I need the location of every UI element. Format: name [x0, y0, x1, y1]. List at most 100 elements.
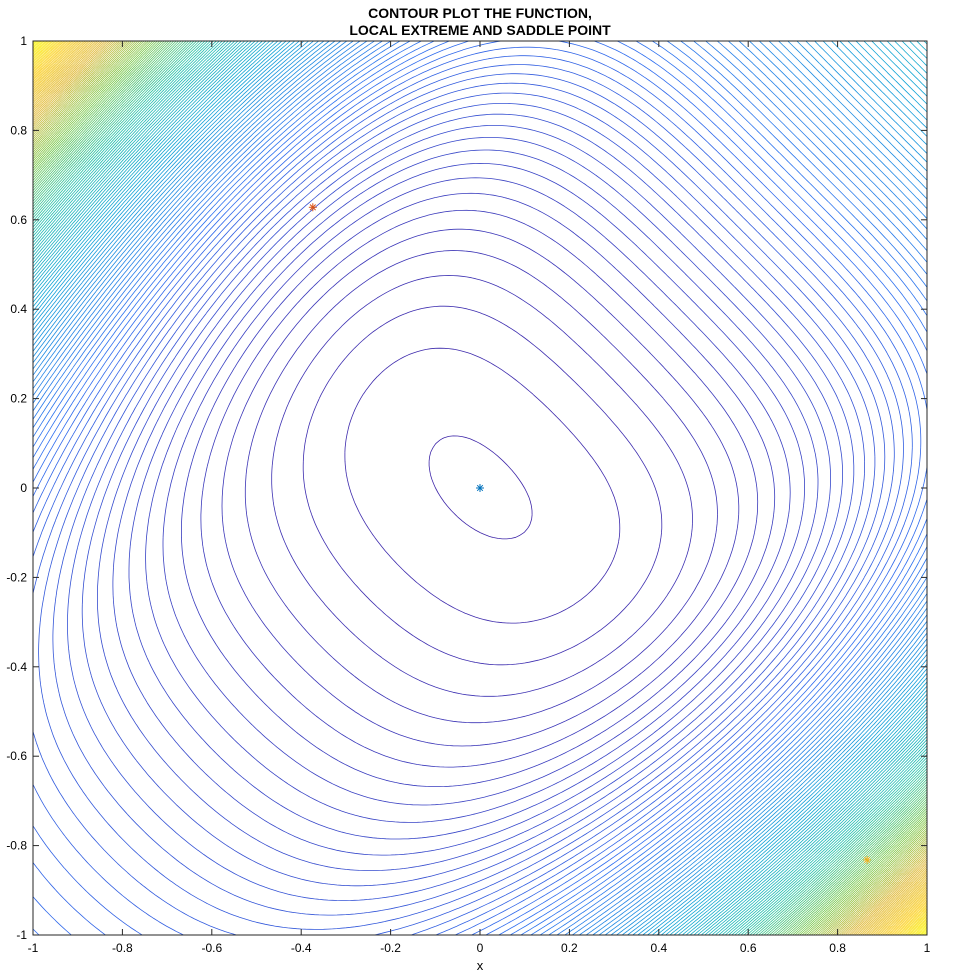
contour-level-34 — [32, 40, 928, 936]
contour-level-78 — [32, 40, 928, 936]
y-axis-ticks: -1 -0.8 -0.6 -0.4 -0.2 0 0.2 0.4 0.6 0.8 1 — [6, 34, 927, 942]
contour-level-3 — [271, 275, 693, 697]
contour-level-127 — [32, 40, 928, 936]
contour-level-9 — [145, 163, 805, 823]
contour-level-133 — [32, 40, 928, 936]
contour-level-104 — [32, 40, 928, 936]
contour-level-6 — [200, 209, 759, 768]
contour-level-122 — [32, 40, 928, 936]
contour-level-105 — [32, 40, 928, 936]
contour-level-116 — [32, 40, 928, 936]
contour-level-62 — [32, 40, 928, 936]
contour-level-16 — [38, 82, 886, 930]
contour-level-66 — [32, 40, 928, 936]
contour-level-135 — [32, 40, 928, 936]
contour-level-43 — [32, 40, 928, 936]
contour-level-109 — [32, 40, 928, 936]
contour-level-2 — [302, 305, 663, 666]
contour-level-139 — [32, 40, 928, 936]
contour-level-77 — [32, 40, 928, 936]
contour-level-52 — [32, 40, 928, 936]
x-tick-label-3: -0.4 — [291, 941, 312, 955]
contour-level-19 — [32, 55, 913, 936]
contour-level-23 — [32, 40, 928, 936]
contour-level-118 — [32, 40, 928, 936]
contour-level-154 — [32, 40, 928, 936]
contour-level-26 — [32, 40, 928, 936]
x-axis-label: x — [477, 958, 484, 972]
y-tick-label-5: 0 — [20, 481, 27, 495]
contour-level-92 — [32, 40, 928, 936]
contour-level-44 — [32, 40, 928, 936]
contour-level-102 — [32, 40, 928, 936]
contour-level-47 — [32, 40, 928, 936]
contour-level-87 — [32, 40, 928, 936]
contour-level-101 — [32, 40, 928, 936]
x-tick-label-9: 0.8 — [829, 941, 846, 955]
contour-level-128 — [32, 40, 928, 936]
contour-level-63 — [32, 40, 928, 936]
y-tick-label-7: 0.4 — [10, 302, 27, 316]
x-tick-label-5: 0 — [477, 941, 484, 955]
contour-level-138 — [32, 40, 928, 936]
contour-level-61 — [32, 40, 928, 936]
contour-level-103 — [32, 40, 928, 936]
contour-level-151 — [32, 40, 928, 936]
x-tick-label-8: 0.6 — [740, 941, 757, 955]
contour-level-25 — [32, 40, 928, 936]
contour-level-149 — [32, 40, 928, 936]
contour-level-112 — [32, 40, 928, 936]
y-tick-label-3: -0.4 — [6, 660, 27, 674]
contour-level-14 — [67, 103, 865, 901]
contour-level-75 — [32, 40, 928, 936]
contour-level-91 — [32, 40, 928, 936]
contour-level-132 — [32, 40, 928, 936]
contour-level-45 — [32, 40, 928, 936]
critical-points — [308, 203, 872, 864]
contour-level-146 — [32, 40, 928, 936]
contour-level-120 — [32, 40, 928, 936]
contour-level-125 — [32, 40, 928, 936]
contour-level-89 — [32, 40, 928, 936]
y-tick-label-10: 1 — [20, 34, 27, 48]
contour-level-85 — [32, 40, 928, 936]
contour-level-57 — [32, 40, 928, 936]
contour-level-111 — [32, 40, 928, 936]
contour-level-11 — [112, 137, 831, 856]
contour-level-97 — [32, 40, 928, 936]
contour-level-0 — [428, 435, 533, 540]
contour-level-130 — [32, 40, 928, 936]
y-tick-label-0: -1 — [16, 928, 27, 942]
y-tick-label-9: 0.8 — [10, 123, 27, 137]
x-tick-label-7: 0.4 — [650, 941, 667, 955]
contour-level-140 — [32, 40, 928, 936]
contour-level-29 — [32, 40, 928, 936]
contour-lines — [32, 40, 928, 936]
contour-level-115 — [32, 40, 928, 936]
contour-level-123 — [32, 40, 928, 936]
contour-level-4 — [244, 250, 718, 724]
x-tick-label-4: -0.2 — [380, 941, 401, 955]
contour-level-136 — [32, 40, 928, 936]
contour-level-50 — [32, 40, 928, 936]
critical-point-marker-1 — [308, 203, 317, 212]
contour-level-22 — [32, 40, 928, 936]
contour-level-67 — [32, 40, 928, 936]
contour-level-98 — [32, 40, 928, 936]
contour-level-28 — [32, 40, 928, 936]
contour-level-42 — [32, 40, 928, 936]
contour-level-80 — [32, 40, 928, 936]
contour-level-72 — [32, 40, 928, 936]
contour-level-114 — [32, 40, 928, 936]
contour-level-83 — [32, 40, 928, 936]
contour-level-53 — [32, 40, 928, 936]
contour-level-5 — [221, 228, 740, 747]
contour-level-100 — [32, 40, 928, 936]
contour-level-31 — [32, 40, 928, 936]
contour-level-155 — [32, 40, 928, 936]
contour-level-121 — [32, 40, 928, 936]
contour-level-12 — [97, 125, 843, 871]
y-tick-label-2: -0.6 — [6, 749, 27, 763]
chart-title-line-2: LOCAL EXTREME AND SADDLE POINT — [349, 22, 611, 38]
